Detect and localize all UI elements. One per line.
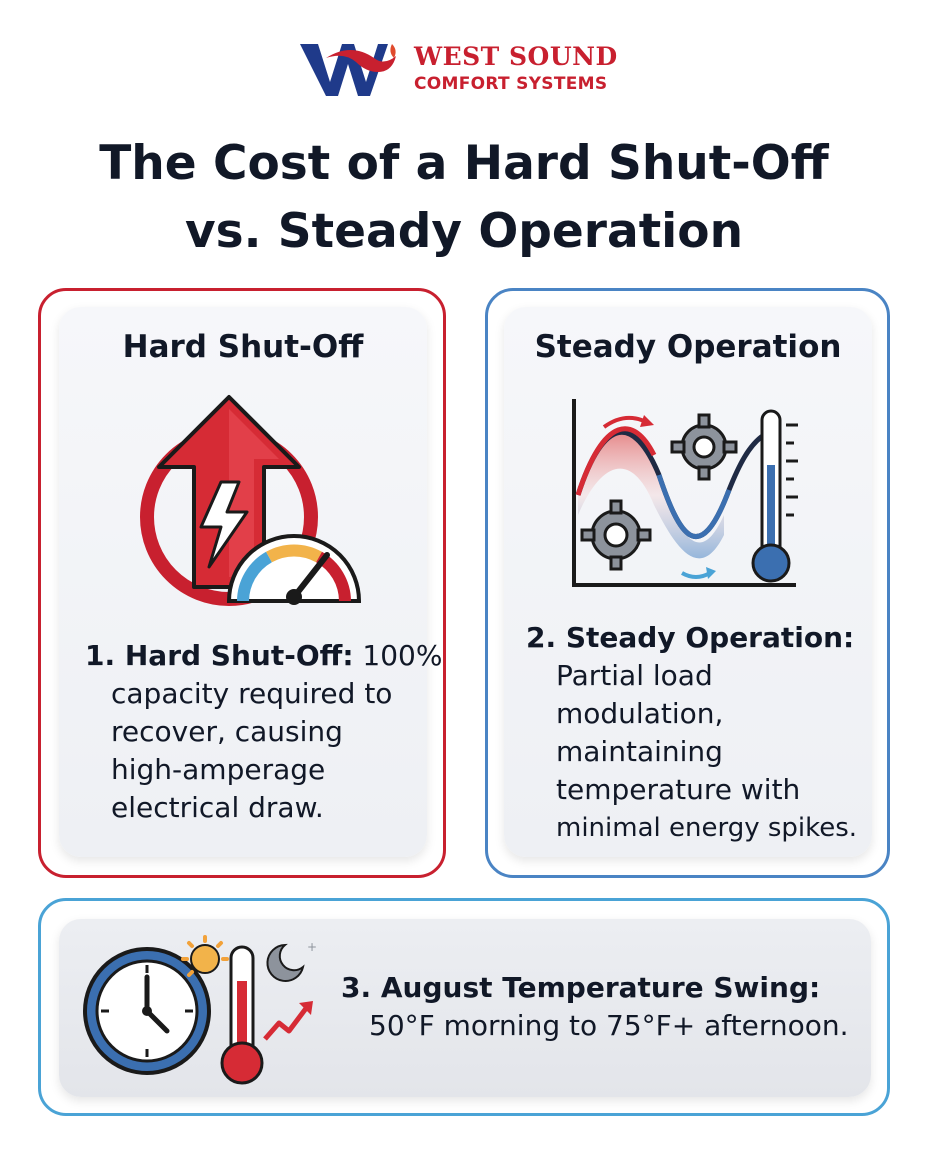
steady-operation-line3: modulation, <box>556 697 724 730</box>
hard-shutoff-heading: Hard Shut-Off <box>122 329 364 365</box>
gear-icon <box>670 413 738 481</box>
clock-thermometer-sun-moon-icon: + <box>83 935 317 1085</box>
hard-shutoff-line1: 1. Hard Shut-Off: 100% <box>85 637 442 675</box>
thermometer-icon <box>751 409 798 583</box>
steady-operation-card: Steady Operation <box>485 288 890 878</box>
sun-icon <box>181 935 229 977</box>
moon-icon: + <box>266 940 317 982</box>
temperature-swing-line: 50°F morning to 75°F+ afternoon. <box>369 1009 849 1042</box>
page-title-line1: The Cost of a Hard Shut-Off <box>99 136 829 191</box>
hard-shutoff-line4: high-amperage <box>111 753 326 786</box>
steady-operation-line4: maintaining <box>556 735 723 768</box>
temperature-swing-description: 3. August Temperature Swing: 50°F mornin… <box>341 969 861 1045</box>
steady-operation-line6: minimal energy spikes. <box>556 813 858 843</box>
logo-mark-icon <box>300 44 396 96</box>
brand-name-line1: WEST SOUND <box>414 42 618 71</box>
clock-icon <box>83 947 211 1075</box>
hard-shutoff-inline-value: 100% <box>362 639 443 672</box>
trend-up-icon <box>263 1001 313 1041</box>
gear-icon <box>580 499 652 571</box>
temperature-swing-card: + 3. August Temperature Swing: 50°F morn… <box>38 898 890 1116</box>
temperature-swing-card-panel: + 3. August Temperature Swing: 50°F morn… <box>59 919 871 1097</box>
steady-operation-card-panel: Steady Operation <box>504 307 872 857</box>
svg-text:+: + <box>307 940 317 954</box>
hard-shutoff-line2: capacity required to <box>111 677 393 710</box>
wave-gears-thermometer-icon <box>572 399 798 587</box>
steady-operation-label: 2. Steady Operation: <box>526 621 855 654</box>
hard-shutoff-card-panel: Hard Shut-Off 1. Hard Shut-Off: 100% cap… <box>59 307 442 857</box>
brand-logo: WEST SOUND COMFORT SYSTEMS <box>296 38 656 100</box>
steady-operation-description: 2. Steady Operation: Partial load modula… <box>526 619 866 847</box>
steady-operation-heading: Steady Operation <box>534 329 842 365</box>
page-title: The Cost of a Hard Shut-Off vs. Steady O… <box>0 130 928 266</box>
power-surge-gauge-icon <box>140 395 362 606</box>
hard-shutoff-description: 1. Hard Shut-Off: 100% capacity required… <box>85 637 442 827</box>
hard-shutoff-card: Hard Shut-Off 1. Hard Shut-Off: 100% cap… <box>38 288 446 878</box>
steady-operation-line5: temperature with <box>556 773 801 806</box>
hard-shutoff-line3: recover, causing <box>111 715 343 748</box>
hard-shutoff-line5: electrical draw. <box>111 791 324 824</box>
brand-name-line2: COMFORT SYSTEMS <box>414 74 608 94</box>
temperature-swing-label: 3. August Temperature Swing: <box>341 971 821 1004</box>
hard-shutoff-label: 1. Hard Shut-Off: <box>85 639 354 672</box>
thermometer-icon <box>220 945 264 1085</box>
steady-operation-line2: Partial load <box>556 659 713 692</box>
page-title-line2: vs. Steady Operation <box>184 204 744 259</box>
